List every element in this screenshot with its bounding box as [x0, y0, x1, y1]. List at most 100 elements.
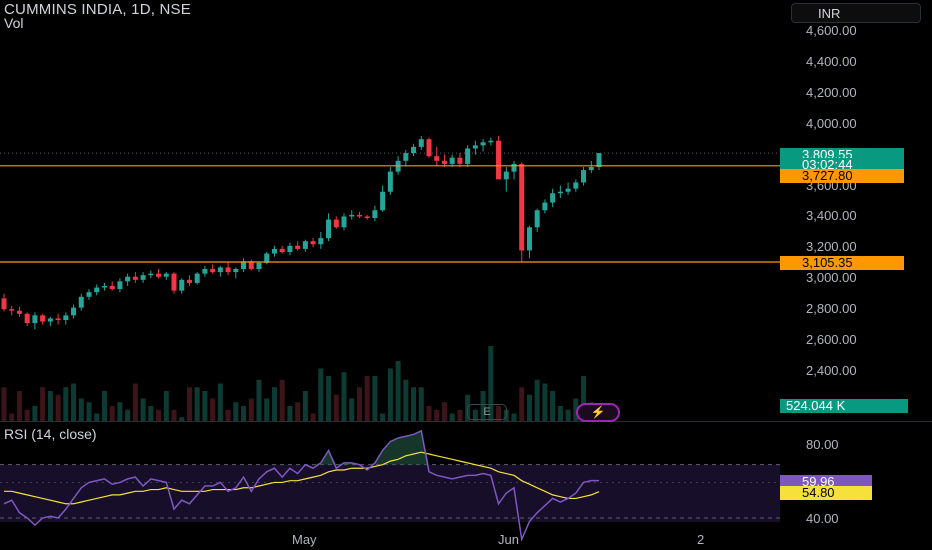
candle-body — [225, 267, 231, 273]
candle-body — [156, 273, 162, 277]
candle-body — [341, 216, 347, 228]
volume-bar — [557, 406, 563, 421]
candle-body — [364, 216, 370, 218]
horizontal-levels — [0, 165, 780, 263]
candle-body — [565, 188, 571, 192]
candle-body — [71, 307, 77, 316]
candle-body — [434, 156, 440, 161]
countdown-value: 03:02:44 — [802, 157, 853, 172]
candle-body — [403, 153, 409, 161]
symbol-title[interactable]: CUMMINS INDIA, 1D, NSE — [4, 1, 191, 18]
volume-bar — [186, 387, 192, 421]
candle-body — [333, 219, 339, 228]
volume-bar — [179, 417, 185, 421]
volume-bar — [403, 379, 409, 421]
level-upper-tag[interactable]: 3,727.80 — [780, 169, 904, 183]
volume-bar — [225, 409, 231, 421]
rsi-pane — [0, 429, 780, 543]
candle-body — [349, 214, 355, 217]
candle-body — [94, 287, 100, 293]
candle-body — [210, 269, 216, 273]
volume-bar — [78, 398, 84, 421]
candle-body — [488, 140, 494, 143]
candle-body — [372, 210, 378, 218]
candle-body — [287, 245, 293, 252]
candle-body — [472, 145, 478, 149]
candle-body — [588, 167, 594, 171]
currency-selector[interactable]: INR — [791, 3, 921, 23]
volume-bar — [356, 387, 362, 421]
volume-bar — [202, 391, 208, 421]
candle-body — [163, 273, 169, 277]
candle-body — [302, 241, 308, 249]
candle-body — [596, 153, 602, 167]
candle-body — [256, 262, 262, 269]
volume-bar — [94, 413, 100, 421]
candle-body — [426, 139, 432, 157]
time-label-2: 2 — [697, 532, 705, 547]
price-tick: 4,200.00 — [806, 84, 857, 100]
volume-bar — [581, 376, 587, 421]
candle-body — [109, 286, 115, 290]
rsi-value: 59.96 — [802, 474, 835, 489]
volume-bars — [1, 346, 602, 421]
candle-body — [557, 191, 563, 194]
volume-bar — [380, 413, 386, 421]
volume-bar — [295, 402, 301, 421]
volume-bar — [395, 361, 401, 421]
candle-body — [148, 273, 154, 276]
volume-bar — [63, 387, 69, 421]
volume-bar — [287, 406, 293, 421]
volume-bar — [117, 402, 123, 421]
level-lower-tag[interactable]: 3,105.35 — [780, 256, 904, 270]
volume-bar — [148, 406, 154, 421]
earnings-badge[interactable]: E — [467, 404, 507, 420]
volume-bar — [9, 413, 15, 421]
volume-bar — [550, 391, 556, 421]
candle-body — [457, 157, 463, 164]
pane-divider[interactable] — [0, 421, 932, 422]
level-lower-value: 3,105.35 — [802, 255, 853, 270]
volume-bar — [109, 406, 115, 421]
price-tick: 3,000.00 — [806, 270, 857, 286]
volume-bar — [32, 406, 38, 421]
price-tick: 2,400.00 — [806, 363, 857, 378]
bolt-icon[interactable]: ⚡ — [576, 403, 620, 422]
candle-body — [550, 193, 556, 203]
candle-body — [47, 318, 53, 322]
rsi-tag: 59.96 — [780, 475, 872, 489]
candle-body — [503, 171, 509, 180]
candle-body — [356, 214, 362, 217]
volume-bar — [302, 391, 308, 421]
candle-body — [241, 261, 247, 269]
candle-body — [9, 309, 15, 311]
candle-body — [78, 296, 84, 308]
volume-bar — [457, 409, 463, 421]
volume-bar — [55, 394, 61, 421]
candle-body — [32, 315, 38, 324]
volume-bar — [40, 387, 46, 421]
candle-body — [24, 313, 30, 324]
candle-body — [179, 279, 185, 291]
volume-bar — [171, 409, 177, 421]
candle-body — [194, 273, 200, 283]
candle-body — [186, 279, 192, 283]
volume-label[interactable]: Vol — [4, 15, 24, 31]
volume-bar — [372, 376, 378, 421]
price-tick: 4,600.00 — [806, 23, 857, 38]
volume-bar — [364, 376, 370, 421]
volume-bar — [125, 409, 131, 421]
volume-bar — [341, 372, 347, 421]
volume-bar — [526, 394, 532, 421]
rsi-band — [0, 464, 780, 522]
rsi-label[interactable]: RSI (14, close) — [4, 426, 97, 442]
candle-body — [271, 248, 277, 254]
volume-bar — [511, 413, 517, 421]
volume-bar — [426, 406, 432, 421]
candle-body — [295, 245, 301, 249]
price-tick: 2,600.00 — [806, 332, 857, 348]
volume-bar — [1, 387, 7, 421]
rsi-ma-tag: 54.80 — [780, 486, 872, 500]
volume-bar — [565, 409, 571, 421]
